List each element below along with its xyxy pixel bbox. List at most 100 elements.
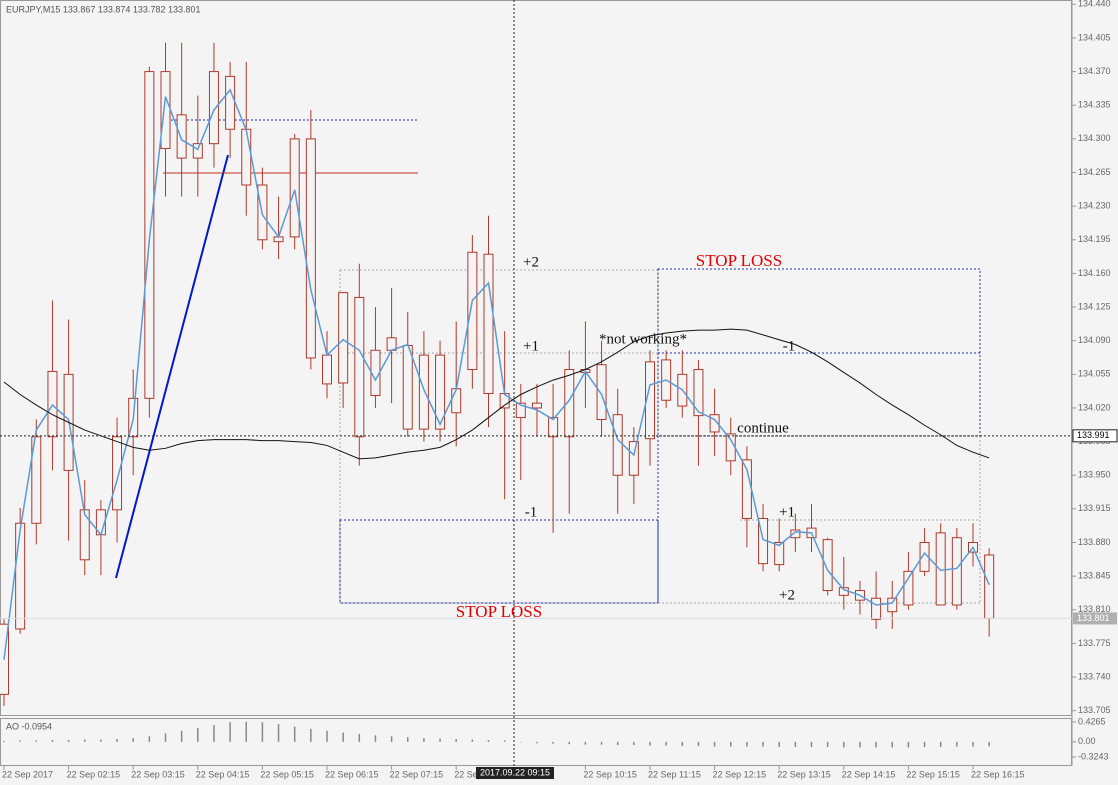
candle-body: [984, 554, 995, 619]
last-price-box: [1073, 612, 1117, 625]
candle-body: [15, 522, 26, 630]
ao-title: AO -0.0954: [6, 721, 52, 731]
annotation: +2: [523, 254, 539, 270]
candle-body: [225, 75, 236, 130]
candle-body: [871, 597, 882, 620]
y-tick-label: 134.195: [1078, 234, 1111, 244]
x-tick-label: 22 Sep 05:15: [260, 769, 314, 779]
ao-tick-label: 0.00: [1078, 736, 1096, 746]
y-tick-label: 134.370: [1078, 66, 1111, 76]
candle-body: [160, 71, 171, 149]
annotation: -1: [783, 338, 796, 354]
candle-body: [693, 369, 704, 417]
candle-body: [790, 529, 801, 539]
moving-average: [3, 328, 990, 460]
x-tick-label: 22 Sep 14:15: [842, 769, 896, 779]
y-tick-label: 134.090: [1078, 335, 1111, 345]
candle-body: [725, 433, 736, 462]
candle-body: [31, 436, 42, 524]
y-tick-label: 134.160: [1078, 268, 1111, 278]
annotation: +1: [779, 504, 795, 520]
y-tick-label: 134.335: [1078, 100, 1111, 110]
ao-tick-label: 0.4265: [1078, 716, 1106, 726]
y-tick-label: 133.845: [1078, 571, 1111, 581]
crosshair-time-label: 2017.09.22 09:15: [480, 767, 550, 777]
candle-body: [548, 417, 559, 438]
candle-body: [628, 441, 639, 476]
x-tick-label: 22 Sep 03:15: [131, 769, 185, 779]
candle-body: [564, 369, 575, 438]
y-tick-label: 134.230: [1078, 201, 1111, 211]
y-tick-label: 134.020: [1078, 402, 1111, 412]
x-tick-label: 22 Sep 15:15: [906, 769, 960, 779]
trend-line: [115, 154, 229, 579]
y-tick-label: 133.950: [1078, 470, 1111, 480]
annotation: -1: [525, 504, 538, 520]
candle-body: [935, 532, 946, 606]
candle-body: [176, 114, 187, 159]
candle-body: [289, 138, 300, 238]
x-tick-label: 22 Sep 12:15: [713, 769, 767, 779]
y-tick-label: 134.405: [1078, 32, 1111, 42]
annotation: +1: [523, 338, 539, 354]
annotation: STOP LOSS: [456, 602, 542, 621]
last-price-label: 133.801: [1077, 613, 1110, 623]
crosshair-price-box: [1072, 429, 1118, 443]
candle-body: [645, 361, 655, 440]
x-tick-label: 22 Sep 13:15: [777, 769, 831, 779]
y-tick-label: 133.810: [1078, 604, 1111, 614]
candle-body: [79, 509, 90, 561]
candle-body: [241, 128, 252, 186]
annotation: *not working*: [599, 331, 687, 347]
ao-tick-label: -0.3243: [1078, 751, 1109, 761]
candle-body: [515, 402, 526, 419]
candle-body: [467, 251, 478, 371]
moving-average: [3, 88, 990, 660]
candle-body: [112, 436, 123, 511]
candle-body: [531, 402, 542, 409]
candle-body: [402, 344, 413, 430]
candle-body: [208, 71, 219, 145]
candle-body: [887, 597, 898, 613]
x-tick-label: 22 Sep 02:15: [67, 769, 121, 779]
annotation: +2: [779, 587, 795, 603]
candle-body: [822, 539, 833, 592]
candle-body: [596, 364, 607, 420]
y-tick-label: 133.880: [1078, 537, 1111, 547]
crosshair-time-box: [476, 767, 554, 779]
candle-body: [338, 292, 349, 384]
x-tick-label: 22 Sep 2017: [2, 769, 53, 779]
y-tick-label: 134.300: [1078, 133, 1111, 143]
annotation: continue: [737, 420, 789, 436]
candle-body: [354, 296, 365, 438]
x-tick-label: 22 Sep 10:15: [583, 769, 637, 779]
candle-body: [435, 354, 446, 430]
candle-body: [612, 414, 623, 476]
candle-body: [418, 354, 429, 430]
drawn-objects: [115, 119, 981, 604]
candle-body: [709, 414, 720, 433]
x-tick-label: 22 Sep 07:15: [390, 769, 444, 779]
y-tick-label: 133.775: [1078, 638, 1111, 648]
y-tick-label: 134.265: [1078, 167, 1111, 177]
x-tick-label: 22 Sep 04:15: [196, 769, 250, 779]
candle-body: [305, 138, 316, 359]
x-tick-label: 22 Sep 06:15: [325, 769, 379, 779]
crosshair-price-label: 133.991: [1077, 430, 1110, 440]
y-tick-label: 134.440: [1078, 0, 1111, 9]
y-tick-label: 134.125: [1078, 301, 1111, 311]
annotation: STOP LOSS: [696, 251, 782, 270]
candle-body: [774, 541, 785, 566]
candle-body: [951, 537, 962, 606]
candle-body: [192, 143, 203, 159]
x-tick-label: 22 Sep 16:15: [971, 769, 1025, 779]
y-tick-label: 133.740: [1078, 671, 1111, 681]
x-tick-label: 22 Sep 11:15: [648, 769, 701, 779]
candle-body: [903, 570, 914, 606]
candle-body: [322, 354, 332, 385]
y-tick-label: 133.705: [1078, 705, 1111, 715]
y-tick-label: 133.915: [1078, 503, 1111, 513]
chart-title: EURJPY,M15 133.867 133.874 133.782 133.8…: [6, 4, 201, 14]
stop-box: [339, 519, 659, 604]
